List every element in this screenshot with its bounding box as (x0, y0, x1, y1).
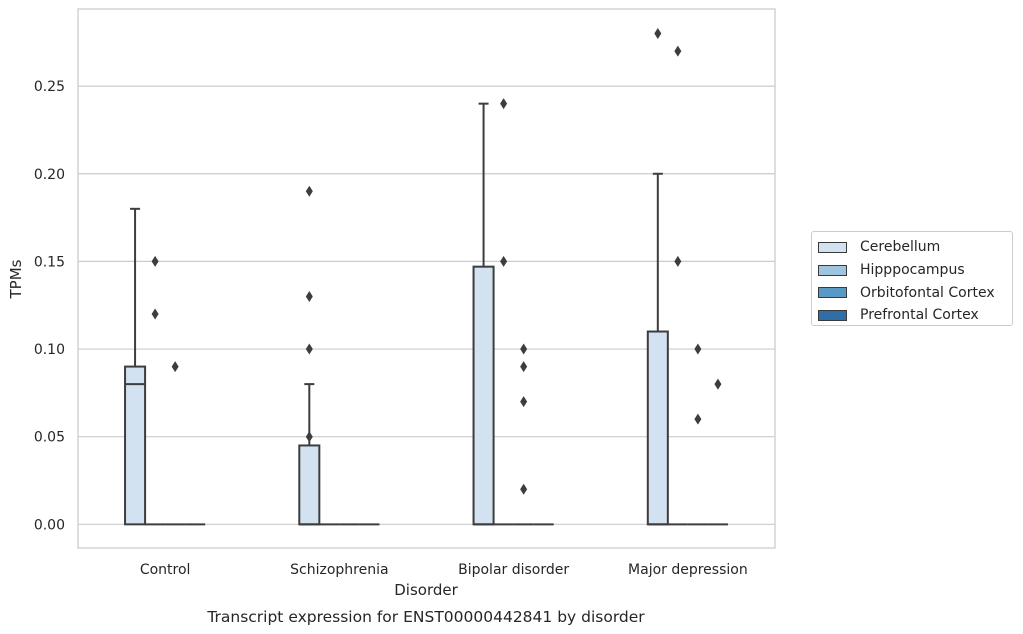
box-2-4 (667, 45, 688, 526)
box-3-1 (165, 361, 186, 526)
y-tick-labels: 0.00 0.05 0.10 0.15 0.20 0.25 (34, 79, 65, 533)
outlier-point (305, 343, 313, 355)
outlier-point (305, 185, 313, 197)
legend-swatch (818, 241, 847, 253)
box (124, 365, 147, 526)
outlier-point (654, 28, 662, 40)
outlier-point (520, 343, 528, 355)
box-1-4 (646, 28, 669, 526)
y-axis-label: TPMs (7, 259, 25, 299)
legend-label: Cerebellum (860, 239, 941, 256)
box-1-3 (472, 102, 495, 526)
outlier-point (694, 343, 702, 355)
outlier-point (500, 98, 508, 110)
x-tick-label: Control (140, 562, 191, 578)
legend: Cerebellum Hipppocampus Orbitofontal Corte… (811, 231, 1013, 326)
legend-item: Prefrontal Cortex (818, 304, 1012, 327)
outlier-point (520, 361, 528, 373)
outlier-point (674, 255, 682, 267)
outlier-point (694, 413, 702, 425)
y-tick-label: 0.25 (34, 79, 65, 95)
box-plots (124, 28, 728, 526)
x-axis-label: Disorder (394, 581, 458, 599)
x-tick-labels: Control Schizophrenia Bipolar disorder Majo… (140, 562, 748, 578)
legend-label: Hipppocampus (860, 262, 965, 279)
box-3-4 (687, 343, 708, 526)
legend-swatch (818, 287, 847, 299)
box-2-1 (145, 255, 166, 526)
legend-label: Prefrontal Cortex (860, 307, 979, 324)
legend-item: Cerebellum (818, 236, 1012, 259)
outlier-point (500, 255, 508, 267)
outlier-point (305, 431, 313, 443)
x-tick-label: Schizophrenia (290, 562, 388, 578)
y-tick-label: 0.00 (34, 517, 65, 533)
legend-label: Orbitofontal Cortex (860, 284, 995, 301)
box-1-1 (124, 207, 147, 526)
outlier-point (171, 361, 179, 373)
legend-swatch (818, 309, 847, 321)
plot-area (77, 8, 776, 549)
box-3-3 (513, 343, 534, 526)
legend-item: Orbitofontal Cortex (818, 281, 1012, 304)
x-tick-label: Bipolar disorder (458, 562, 569, 578)
outlier-point (520, 483, 528, 495)
chart-title: Transcript expression for ENST0000044284… (206, 608, 645, 626)
box (298, 444, 321, 526)
y-tick-label: 0.10 (34, 342, 65, 358)
box-1-2 (298, 185, 321, 526)
legend-swatch (818, 264, 847, 276)
box (646, 330, 669, 526)
outlier-point (151, 255, 159, 267)
y-tick-label: 0.05 (34, 430, 65, 446)
box (472, 265, 495, 526)
legend-item: Hipppocampus (818, 259, 1012, 282)
y-tick-label: 0.15 (34, 254, 65, 270)
outlier-point (305, 290, 313, 302)
outlier-point (151, 308, 159, 320)
outlier-point (674, 45, 682, 57)
outlier-point (714, 378, 722, 390)
y-tick-label: 0.20 (34, 167, 65, 183)
outlier-point (520, 396, 528, 408)
x-tick-label: Major depression (628, 562, 748, 578)
box-2-3 (493, 98, 514, 526)
box-4-4 (707, 378, 728, 526)
